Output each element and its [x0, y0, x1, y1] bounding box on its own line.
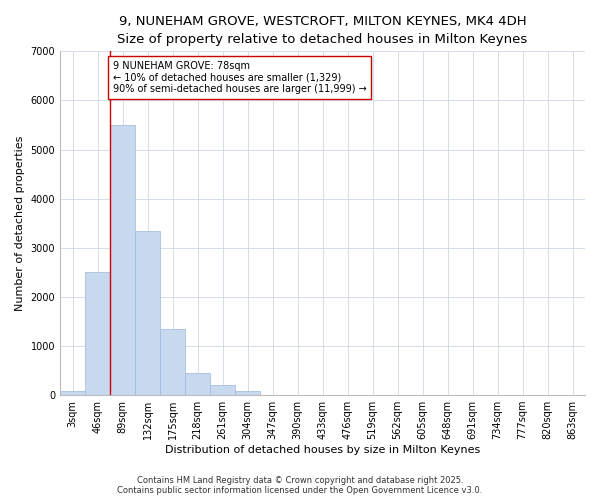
Y-axis label: Number of detached properties: Number of detached properties	[15, 136, 25, 311]
Bar	[60, 391, 85, 395]
Bar	[210, 386, 235, 395]
Bar	[135, 230, 160, 395]
Bar	[110, 125, 135, 395]
Bar	[160, 329, 185, 395]
Bar	[185, 373, 210, 395]
Title: 9, NUNEHAM GROVE, WESTCROFT, MILTON KEYNES, MK4 4DH
Size of property relative to: 9, NUNEHAM GROVE, WESTCROFT, MILTON KEYN…	[118, 15, 527, 46]
Text: Contains HM Land Registry data © Crown copyright and database right 2025.
Contai: Contains HM Land Registry data © Crown c…	[118, 476, 482, 495]
X-axis label: Distribution of detached houses by size in Milton Keynes: Distribution of detached houses by size …	[165, 445, 480, 455]
Bar	[85, 272, 110, 395]
Text: 9 NUNEHAM GROVE: 78sqm
← 10% of detached houses are smaller (1,329)
90% of semi-: 9 NUNEHAM GROVE: 78sqm ← 10% of detached…	[113, 61, 366, 94]
Bar	[235, 391, 260, 395]
